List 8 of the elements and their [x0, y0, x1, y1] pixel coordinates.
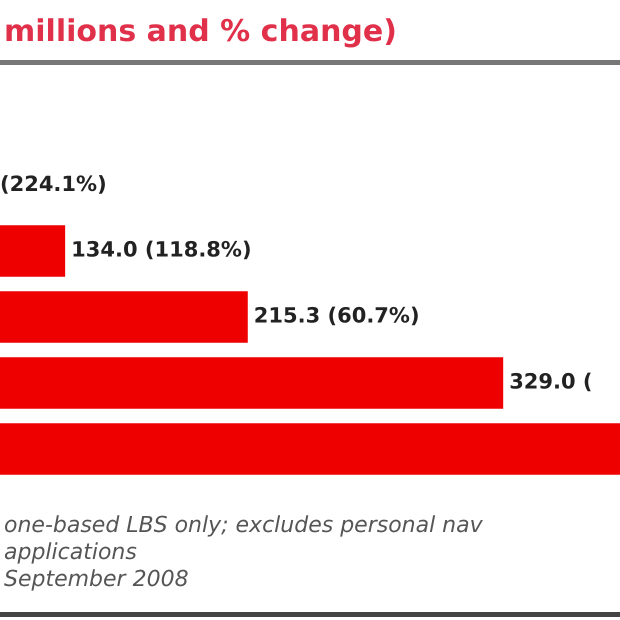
text: September 2008 [4, 566, 190, 593]
data-label: 215.3 (60.7%) [254, 303, 420, 328]
text: applications [4, 539, 138, 566]
data-label: 329.0 ( [509, 369, 593, 394]
text: (224.1%) [0, 172, 107, 196]
chart-title: millions and % change) [4, 14, 397, 49]
text: one-based LBS only; excludes personal nav [4, 512, 483, 539]
data-label: 134.0 (118.8%) [71, 237, 252, 262]
